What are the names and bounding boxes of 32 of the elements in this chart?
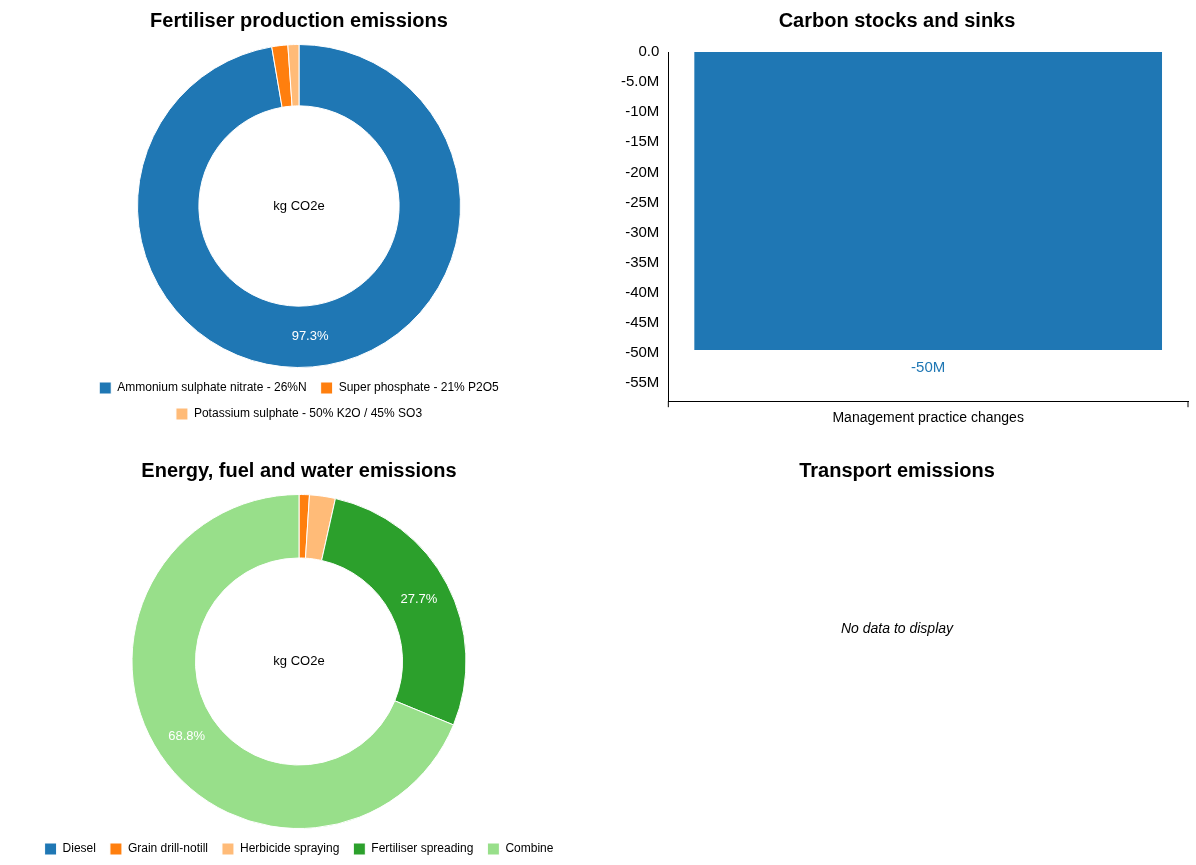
y-tick-label: -20M (625, 162, 660, 180)
legend-label: Combine (505, 841, 554, 856)
text: kg CO2e (273, 197, 325, 213)
y-tick-label: -25M (625, 192, 660, 210)
chart-title: Fertiliser production emissions (149, 8, 449, 33)
data-label: 27.7% (400, 590, 438, 606)
chart-title: Carbon stocks and sinks (777, 8, 1017, 33)
data-label: -50M (911, 358, 946, 376)
y-tick-label: -45M (625, 313, 660, 331)
y-tick-label: -30M (625, 222, 660, 240)
y-tick-label: 0.0 (638, 42, 660, 60)
text: kg CO2e (273, 653, 325, 669)
legend-label: Super phosphate - 21% P2O5 (338, 380, 500, 395)
data-label: 97.3% (291, 327, 329, 343)
legend-label: Potassium sulphate - 50% K2O / 45% SO3 (193, 406, 423, 421)
legend-label: Grain drill-notill (127, 841, 208, 856)
text: No data to display (839, 620, 955, 636)
legend-label: Fertiliser spreading (371, 841, 474, 856)
chart-title: Energy, fuel and water emissions (140, 458, 458, 483)
legend-label: Diesel (62, 841, 96, 856)
y-tick-label: -35M (625, 252, 660, 270)
y-tick-label: -5.0M (621, 72, 660, 90)
y-tick-label: -50M (625, 343, 660, 361)
y-tick-label: -10M (625, 102, 660, 120)
data-label: 68.8% (168, 728, 206, 744)
legend-label: Ammonium sulphate nitrate - 26%N (117, 380, 307, 395)
x-tick-label: Management practice changes (832, 409, 1024, 426)
y-tick-label: -40M (625, 282, 660, 300)
y-tick-label: -15M (625, 132, 660, 150)
y-tick-label: -55M (625, 373, 660, 391)
legend-label: Herbicide spraying (239, 841, 340, 856)
text: Transport emissions (798, 458, 996, 483)
